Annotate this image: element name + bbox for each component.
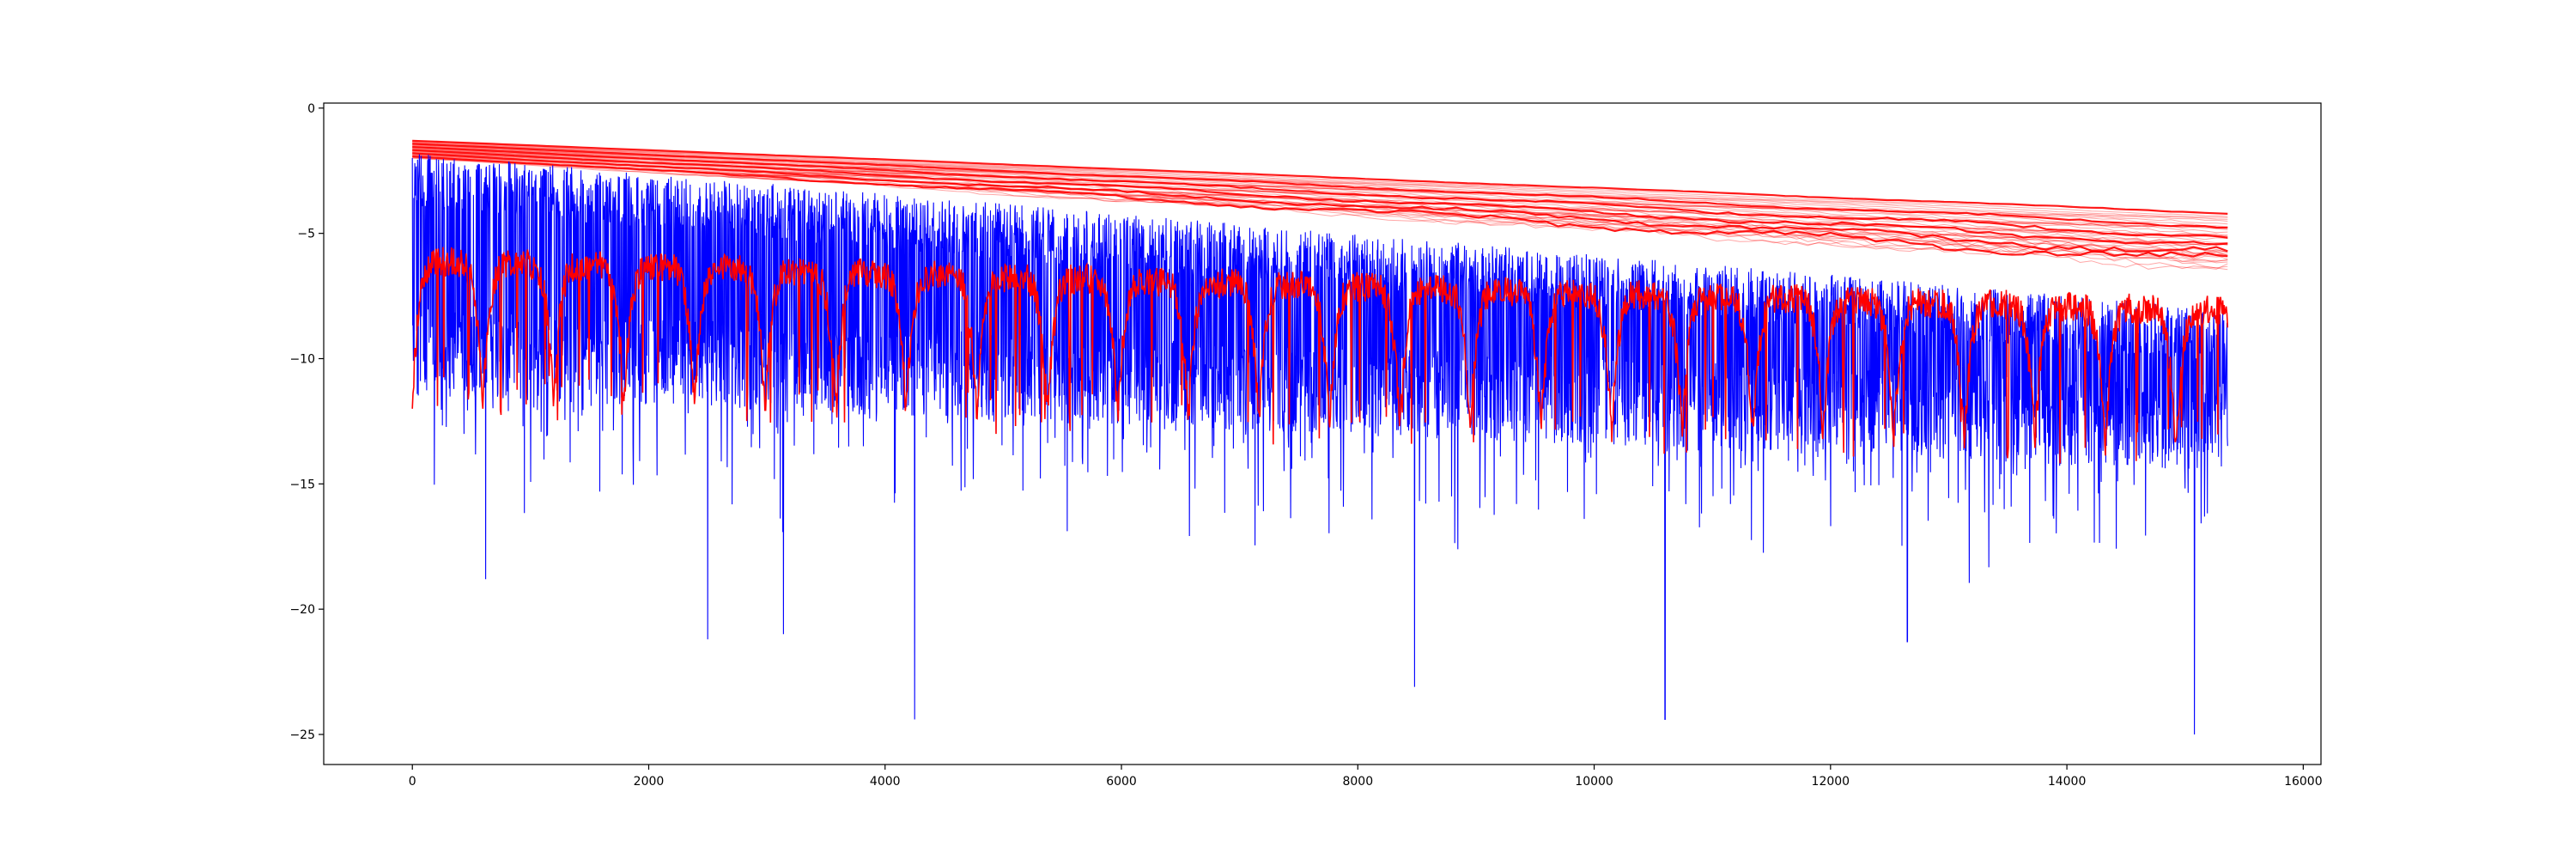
x-tick-label: 8000 bbox=[1342, 775, 1373, 789]
x-tick-label: 2000 bbox=[634, 775, 665, 789]
x-tick-label: 0 bbox=[409, 775, 416, 789]
red-envelope-line bbox=[412, 144, 2228, 230]
x-tick-label: 12000 bbox=[1812, 775, 1850, 789]
axes bbox=[323, 102, 2322, 765]
red-envelope-line bbox=[412, 157, 2228, 270]
x-tick-label: 4000 bbox=[870, 775, 901, 789]
red-envelope-line bbox=[412, 139, 2228, 215]
x-axis: 0 2000 4000 6000 8000 10000 12000 14000 16000 bbox=[409, 765, 2323, 789]
y-tick-label: −15 bbox=[289, 478, 315, 491]
x-tick-label: 10000 bbox=[1575, 775, 1613, 789]
x-tick-label: 6000 bbox=[1106, 775, 1137, 789]
red-envelope-line bbox=[412, 147, 2228, 239]
red-envelope-line bbox=[412, 146, 2228, 239]
red-envelope-line bbox=[412, 140, 2228, 217]
red-envelope-line bbox=[412, 150, 2228, 246]
red-envelope-line bbox=[412, 143, 2228, 229]
red-envelope-line bbox=[412, 156, 2228, 264]
red-envelope-line bbox=[412, 154, 2228, 260]
red-envelope-line bbox=[412, 157, 2228, 270]
plot-frame bbox=[323, 102, 2322, 765]
y-tick-label: −20 bbox=[289, 603, 315, 617]
red-envelope-line bbox=[412, 152, 2228, 253]
red-envelope-line bbox=[412, 141, 2228, 220]
red-envelope-line bbox=[412, 153, 2228, 253]
red-envelope-line bbox=[412, 147, 2228, 237]
y-tick-label: 0 bbox=[307, 102, 315, 116]
red-envelope-line bbox=[412, 149, 2228, 246]
plot-area bbox=[411, 139, 2229, 735]
y-tick-label: −10 bbox=[289, 353, 315, 367]
y-axis: 0 −5 −10 −15 −20 −25 bbox=[289, 102, 324, 742]
red-envelope-line bbox=[412, 144, 2228, 229]
x-tick-label: 14000 bbox=[2048, 775, 2087, 789]
red-oscillating-line bbox=[411, 247, 2229, 464]
red-envelope-line bbox=[412, 156, 2228, 271]
red-envelope-line bbox=[412, 142, 2228, 222]
red-envelope-line bbox=[412, 155, 2228, 258]
x-tick-label: 16000 bbox=[2284, 775, 2323, 789]
y-tick-label: −25 bbox=[289, 728, 315, 742]
red-envelope-line bbox=[412, 149, 2228, 246]
red-envelope-line bbox=[412, 143, 2228, 228]
red-envelope-line bbox=[412, 141, 2228, 218]
y-tick-label: −5 bbox=[297, 228, 315, 241]
